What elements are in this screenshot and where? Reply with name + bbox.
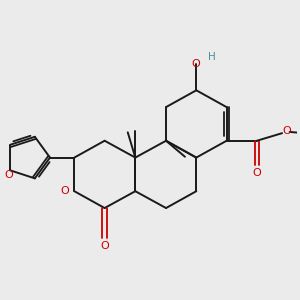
Text: O: O [61,186,70,196]
Text: O: O [253,168,261,178]
Text: O: O [282,126,291,136]
Text: O: O [100,241,109,251]
Text: H: H [208,52,216,61]
Text: O: O [191,59,200,69]
Text: O: O [4,170,13,181]
